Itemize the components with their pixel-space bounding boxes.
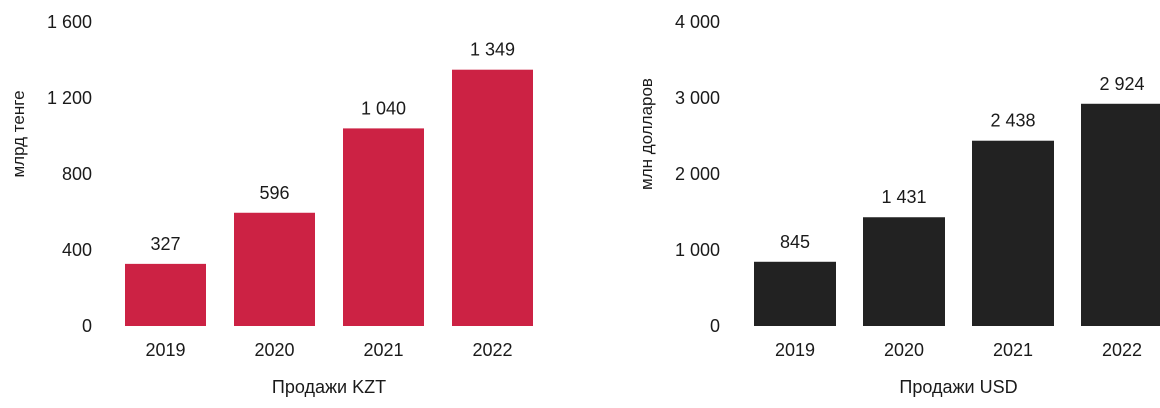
x-axis-title: Продажи USD — [899, 377, 1017, 397]
bar-2019 — [754, 261, 836, 326]
y-tick-label: 1 200 — [47, 88, 92, 108]
x-tick-label: 2021 — [993, 340, 1033, 360]
y-tick-label: 2 000 — [675, 164, 720, 184]
chart-panel-1: 0 400 800 1 200 1 600 млрд тенге 327 2019 596 202… — [9, 12, 533, 397]
bar-2020 — [234, 212, 315, 326]
data-label: 327 — [150, 234, 180, 254]
bar-2022 — [1081, 103, 1160, 326]
bar-2021 — [343, 128, 424, 326]
chart-panel-2: 0 1 000 2 000 3 000 4 000 млн долларов 845 2019… — [637, 12, 1160, 397]
y-tick-label: 1 000 — [675, 240, 720, 260]
y-tick-label: 1 600 — [47, 12, 92, 32]
bar-2021 — [972, 140, 1054, 326]
y-tick-label: 0 — [82, 316, 92, 336]
x-tick-label: 2019 — [775, 340, 815, 360]
y-tick-label: 4 000 — [675, 12, 720, 32]
x-tick-label: 2020 — [254, 340, 294, 360]
x-tick-label: 2022 — [472, 340, 512, 360]
x-tick-label: 2022 — [1102, 340, 1142, 360]
x-tick-label: 2021 — [363, 340, 403, 360]
y-tick-label: 800 — [62, 164, 92, 184]
x-tick-label: 2019 — [145, 340, 185, 360]
y-axis-title: млн долларов — [637, 78, 656, 190]
x-tick-label: 2020 — [884, 340, 924, 360]
data-label: 1 349 — [470, 40, 515, 60]
bar-2020 — [863, 217, 945, 326]
y-tick-label: 400 — [62, 240, 92, 260]
data-label: 845 — [780, 232, 810, 252]
data-label: 1 431 — [881, 187, 926, 207]
data-label: 596 — [259, 183, 289, 203]
bar-2019 — [125, 263, 206, 326]
bar-2022 — [452, 69, 533, 326]
y-tick-label: 0 — [710, 316, 720, 336]
data-label: 1 040 — [361, 98, 406, 118]
data-label: 2 438 — [990, 111, 1035, 131]
x-axis-title: Продажи KZT — [272, 377, 386, 397]
y-axis-title: млрд тенге — [9, 90, 28, 177]
data-label: 2 924 — [1099, 74, 1144, 94]
y-tick-label: 3 000 — [675, 88, 720, 108]
